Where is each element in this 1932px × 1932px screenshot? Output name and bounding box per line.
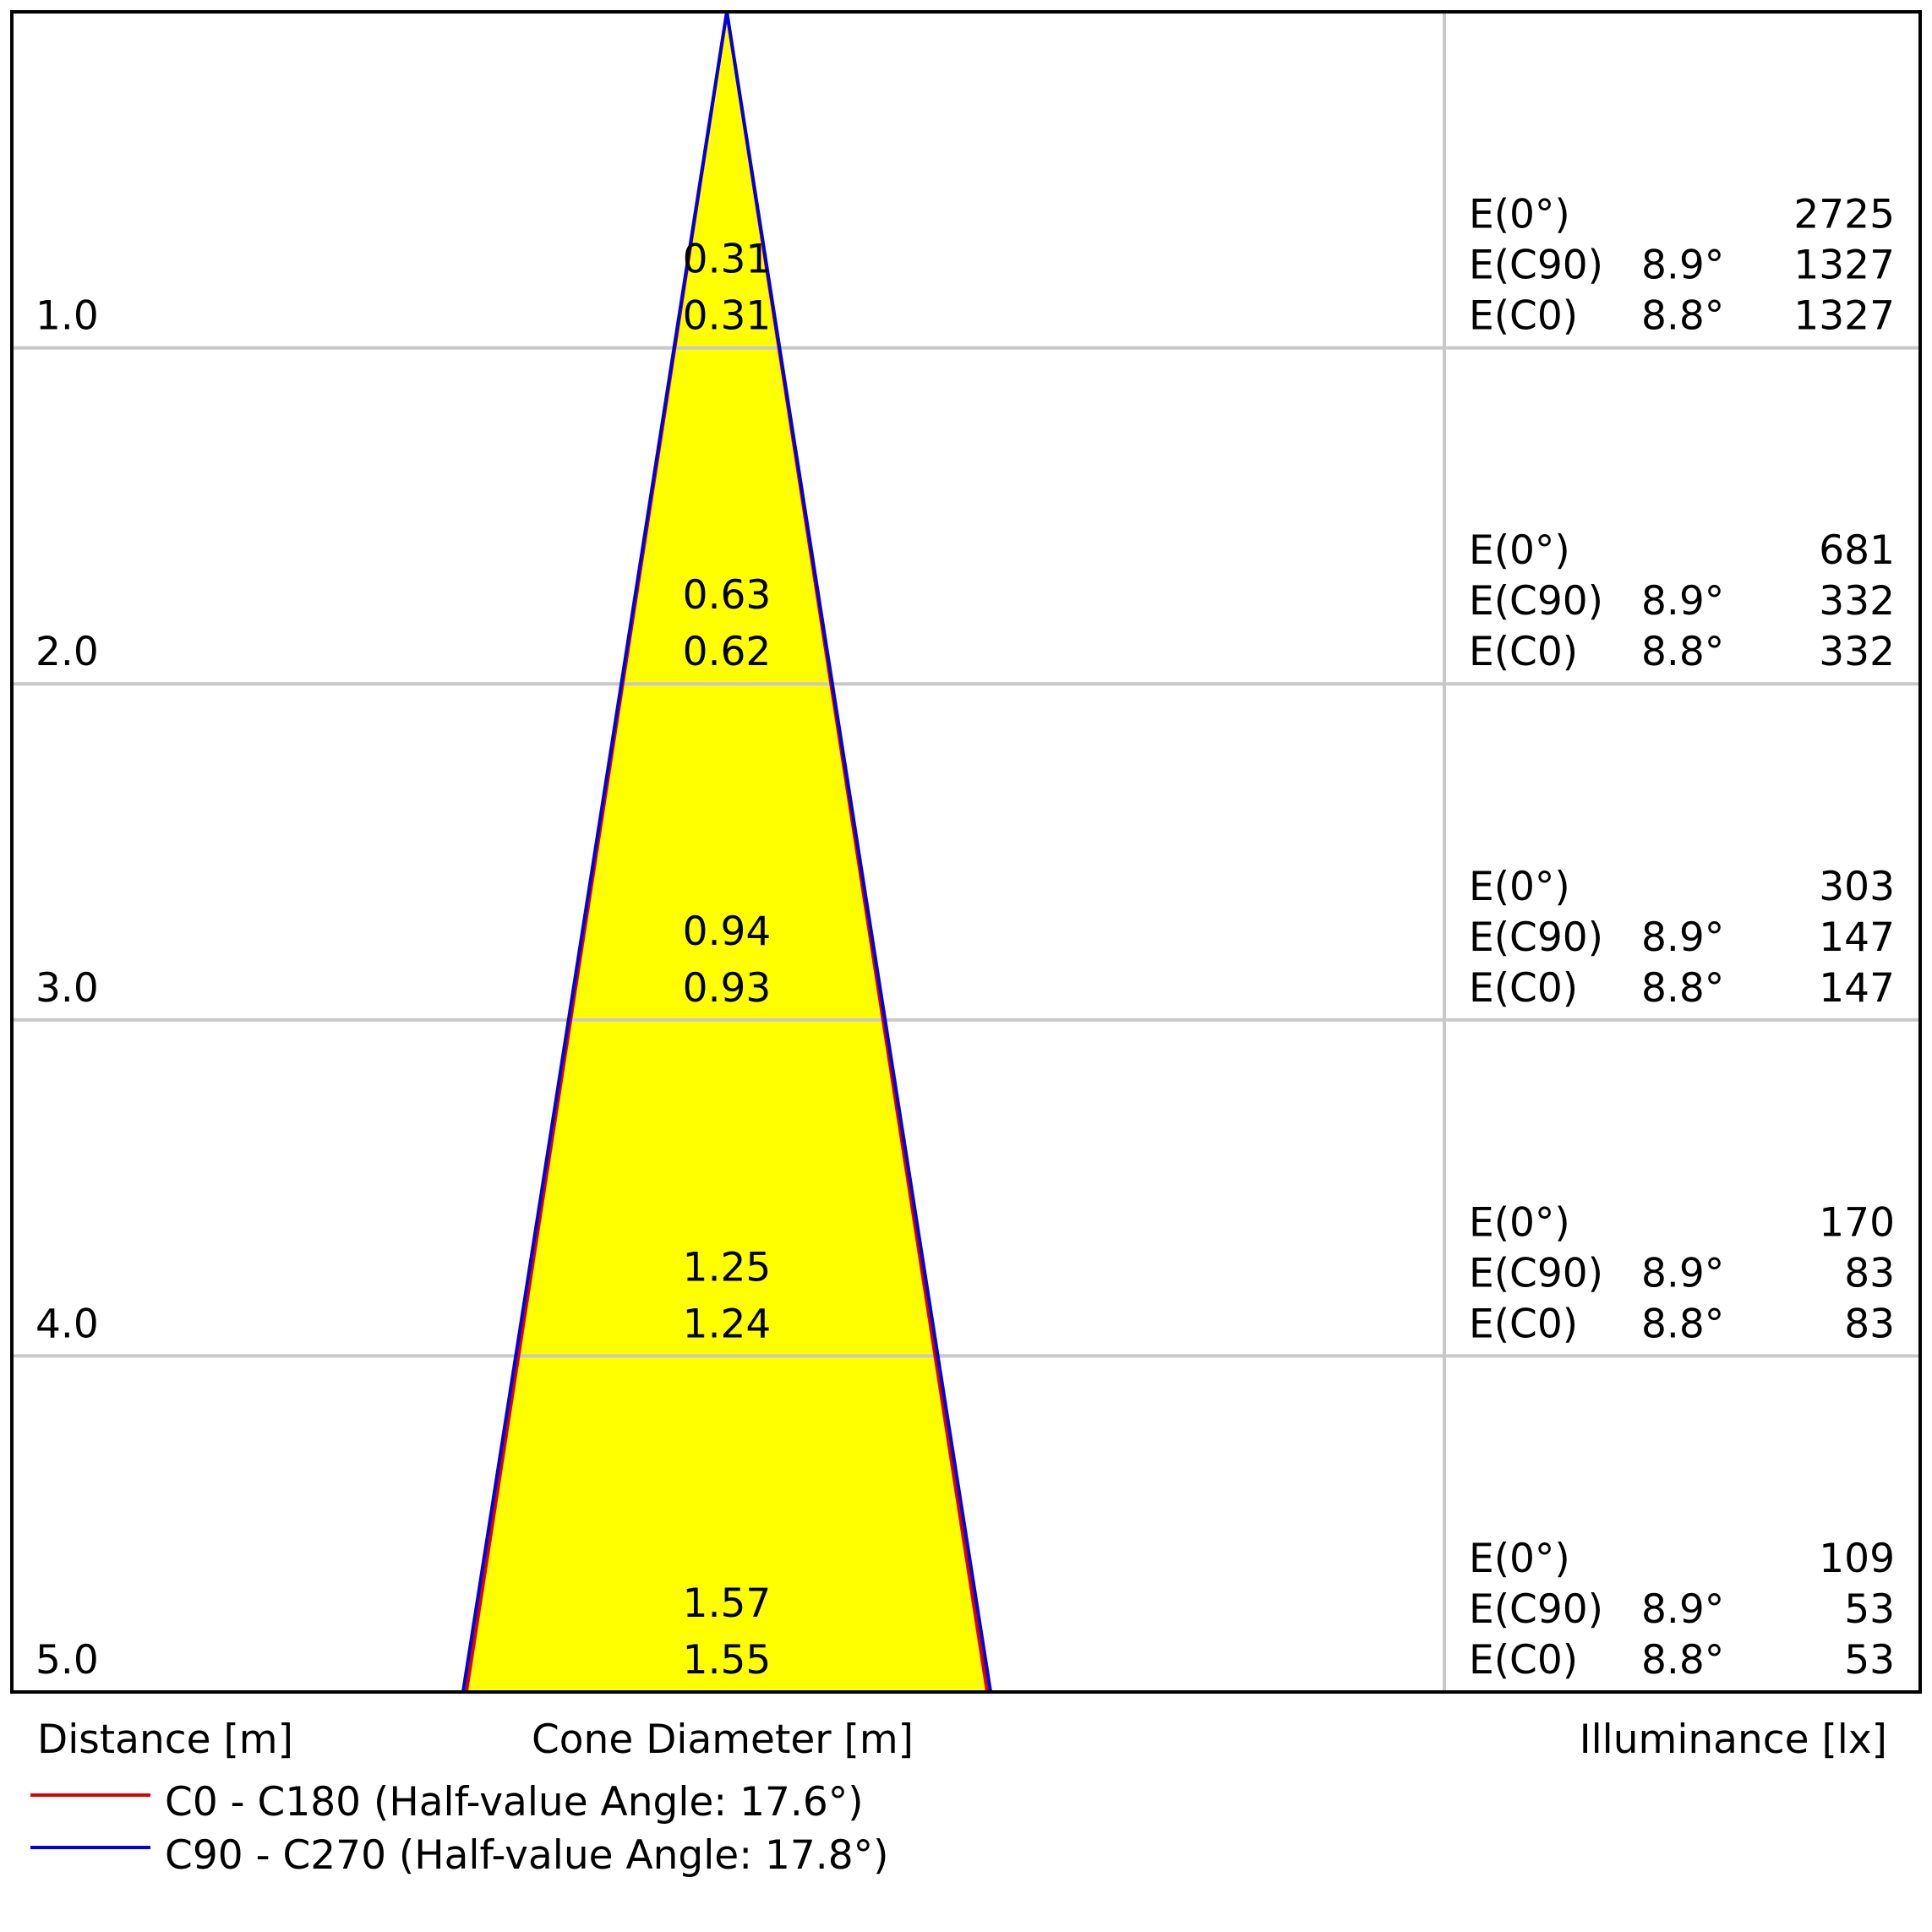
- illuminance-e0-label: E(0°): [1469, 864, 1570, 910]
- illuminance-ec0-angle: 8.8°: [1641, 629, 1724, 675]
- illuminance-ec90-label: E(C90): [1469, 1586, 1603, 1633]
- diameter-c0-label: 0.93: [683, 965, 772, 1012]
- illuminance-e0-label: E(0°): [1469, 192, 1570, 238]
- illuminance-ec90-value: 53: [1844, 1586, 1895, 1633]
- grid: [12, 346, 1920, 1358]
- distance-row: 1.0 0.31 0.31 E(0°) 2725 E(C90) 8.9° 1327 E(C0) 8…: [35, 192, 1895, 340]
- illuminance-ec0-value: 1327: [1793, 293, 1895, 340]
- illuminance-e0-label: E(0°): [1469, 1199, 1570, 1246]
- illuminance-ec90-angle: 8.9°: [1641, 243, 1724, 289]
- diameter-c90-label: 1.57: [683, 1580, 772, 1627]
- illuminance-ec90-value: 1327: [1793, 243, 1895, 289]
- illuminance-ec0-angle: 8.8°: [1641, 293, 1724, 340]
- diameter-c0-label: 1.24: [683, 1301, 772, 1347]
- illuminance-ec90-value: 332: [1819, 578, 1895, 625]
- legend-c0-label: C0 - C180 (Half-value Angle: 17.6°): [165, 1779, 864, 1826]
- illuminance-ec90-label: E(C90): [1469, 243, 1603, 289]
- illuminance-e0-value: 681: [1819, 527, 1895, 574]
- illuminance-ec0-angle: 8.8°: [1641, 1301, 1724, 1347]
- diameter-c90-label: 0.94: [683, 909, 772, 955]
- distance-label: 1.0: [35, 293, 99, 340]
- illuminance-e0-label: E(0°): [1469, 527, 1570, 574]
- distance-label: 3.0: [35, 965, 99, 1012]
- diameter-c0-label: 0.62: [683, 629, 772, 675]
- illuminance-ec0-angle: 8.8°: [1641, 1637, 1724, 1684]
- illuminance-ec90-angle: 8.9°: [1641, 1250, 1724, 1296]
- illuminance-ec90-label: E(C90): [1469, 1250, 1603, 1296]
- illuminance-e0-value: 303: [1819, 864, 1895, 910]
- c90-edge-right: [725, 11, 993, 1693]
- illuminance-ec0-value: 147: [1819, 965, 1895, 1012]
- diameter-c90-label: 0.63: [683, 572, 772, 619]
- distance-label: 5.0: [35, 1637, 99, 1684]
- distance-label: 2.0: [35, 629, 99, 675]
- diameter-c90-label: 0.31: [683, 237, 772, 283]
- illuminance-ec0-value: 83: [1844, 1301, 1895, 1347]
- rows: 1.0 0.31 0.31 E(0°) 2725 E(C90) 8.9° 1327 E(C0) 8…: [35, 192, 1895, 1684]
- cone-fill: [462, 12, 991, 1692]
- illuminance-ec0-label: E(C0): [1469, 293, 1578, 340]
- diameter-c0-label: 1.55: [683, 1637, 772, 1684]
- illuminance-ec90-label: E(C90): [1469, 914, 1603, 961]
- illuminance-e0-label: E(0°): [1469, 1536, 1570, 1582]
- illuminance-ec90-angle: 8.9°: [1641, 578, 1724, 625]
- illuminance-ec0-label: E(C0): [1469, 1301, 1578, 1347]
- diameter-c90-label: 1.25: [683, 1244, 772, 1291]
- legend-c90-label: C90 - C270 (Half-value Angle: 17.8°): [165, 1832, 888, 1879]
- illuminance-ec0-label: E(C0): [1469, 629, 1578, 675]
- diameter-c0-label: 0.31: [683, 293, 772, 340]
- distance-row: 3.0 0.94 0.93 E(0°) 303 E(C90) 8.9° 147 E(C0) 8.8…: [35, 864, 1895, 1012]
- illuminance-ec90-label: E(C90): [1469, 578, 1603, 625]
- illuminance-e0-value: 109: [1819, 1536, 1895, 1582]
- distance-axis-label: Distance [m]: [37, 1716, 293, 1763]
- illuminance-e0-value: 170: [1819, 1199, 1895, 1246]
- illuminance-ec0-angle: 8.8°: [1641, 965, 1724, 1012]
- illuminance-ec90-angle: 8.9°: [1641, 914, 1724, 961]
- distance-row: 2.0 0.63 0.62 E(0°) 681 E(C90) 8.9° 332 E(C0) 8.8…: [35, 527, 1895, 675]
- illuminance-ec0-label: E(C0): [1469, 1637, 1578, 1684]
- illuminance-ec90-value: 147: [1819, 914, 1895, 961]
- illuminance-ec90-value: 83: [1844, 1250, 1895, 1296]
- illuminance-ec0-value: 332: [1819, 629, 1895, 675]
- diameter-axis-label: Cone Diameter [m]: [532, 1716, 914, 1763]
- c90-edge-left: [461, 11, 729, 1693]
- distance-label: 4.0: [35, 1301, 99, 1347]
- illuminance-ec0-label: E(C0): [1469, 965, 1578, 1012]
- illuminance-ec0-value: 53: [1844, 1637, 1895, 1684]
- distance-row: 5.0 1.57 1.55 E(0°) 109 E(C90) 8.9° 53 E(C0) 8.8°…: [35, 1536, 1895, 1684]
- distance-row: 4.0 1.25 1.24 E(0°) 170 E(C90) 8.9° 83 E(C0) 8.8°…: [35, 1199, 1895, 1347]
- illuminance-ec90-angle: 8.9°: [1641, 1586, 1724, 1633]
- chart-frame: [10, 10, 1922, 1694]
- illuminance-e0-value: 2725: [1793, 192, 1895, 238]
- illuminance-axis-label: Illuminance [lx]: [1580, 1716, 1887, 1763]
